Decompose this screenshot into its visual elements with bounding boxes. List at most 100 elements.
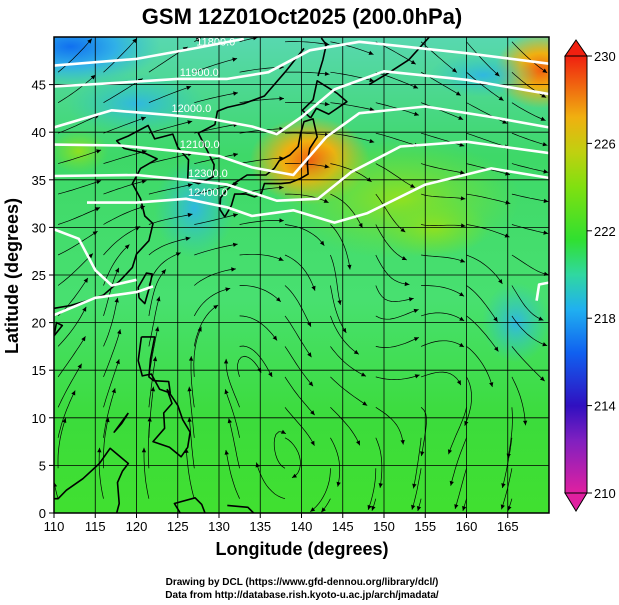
- coastline: [137, 272, 153, 305]
- streamline: [193, 326, 202, 377]
- height-contour: [54, 70, 549, 136]
- x-tick-label: 135: [249, 519, 271, 534]
- streamline-arrow: [498, 279, 503, 284]
- streamline: [421, 285, 465, 297]
- y-tick-label: 15: [32, 363, 46, 378]
- streamline: [375, 437, 383, 488]
- streamline: [58, 180, 102, 195]
- streamline-arrow: [368, 50, 374, 55]
- streamline: [466, 41, 500, 77]
- streamline: [57, 207, 101, 225]
- streamline: [239, 220, 284, 225]
- streamline-arrow: [186, 85, 192, 90]
- streamline: [148, 120, 193, 134]
- streamline: [285, 193, 329, 204]
- coastline: [301, 80, 348, 119]
- streamline: [148, 296, 160, 347]
- streamline-arrow: [124, 244, 130, 250]
- streamline: [284, 254, 316, 291]
- streamline-arrow: [455, 91, 461, 96]
- streamline: [103, 180, 147, 195]
- streamline: [501, 468, 513, 510]
- streamline-arrow: [90, 74, 96, 80]
- streamline-arrow: [319, 240, 325, 246]
- streamline-arrow: [185, 236, 191, 241]
- streamline-arrow: [460, 170, 465, 175]
- streamline: [103, 116, 147, 134]
- streamline: [466, 102, 508, 124]
- colorbar-tick-label: 218: [594, 311, 616, 326]
- streamline: [273, 431, 287, 469]
- streamline: [284, 407, 315, 446]
- streamline: [420, 340, 465, 348]
- streamline-arrow: [523, 420, 528, 426]
- streamline: [57, 253, 94, 286]
- streamline: [148, 213, 193, 225]
- streamline-arrow: [115, 267, 119, 273]
- streamline: [330, 315, 359, 355]
- y-axis-label: Latitude (degrees): [2, 198, 22, 354]
- streamline-arrow: [361, 372, 366, 377]
- streamline: [185, 448, 195, 499]
- streamline-arrow: [542, 342, 548, 347]
- streamline-arrow: [410, 183, 416, 188]
- streamline-arrow: [114, 297, 119, 303]
- streamline-arrow: [456, 380, 461, 386]
- streamline-arrow: [543, 198, 549, 203]
- streamline-arrow: [140, 205, 145, 210]
- streamline-arrow: [452, 67, 457, 73]
- streamline-arrow: [489, 382, 494, 387]
- streamline-arrow: [460, 258, 466, 263]
- x-tick-label: 150: [373, 519, 395, 534]
- x-tick-label: 110: [44, 519, 65, 534]
- streamline-arrow: [324, 71, 330, 76]
- streamline-arrow: [414, 111, 419, 116]
- streamline-arrow: [321, 507, 326, 513]
- streamline-arrow: [369, 138, 375, 144]
- colorbar: 210 214 218 222 226 230: [564, 39, 616, 512]
- streamline-arrow: [404, 281, 410, 287]
- streamline: [411, 468, 422, 510]
- streamline: [511, 102, 546, 121]
- y-tick-label: 30: [32, 220, 46, 235]
- streamline: [103, 359, 120, 408]
- streamline: [256, 462, 286, 500]
- streamline: [420, 407, 427, 457]
- contour-label: 11800.0: [196, 36, 235, 48]
- streamline-arrow: [413, 337, 419, 342]
- streamline-arrow: [197, 326, 202, 332]
- streamline-arrow: [353, 349, 359, 355]
- colorbar-tick-label: 226: [594, 136, 616, 151]
- streamline-arrow: [378, 483, 383, 488]
- streamline: [375, 285, 414, 302]
- streamline: [511, 132, 548, 146]
- streamline-arrow: [225, 287, 231, 292]
- streamline-arrow: [231, 267, 236, 272]
- streamline: [420, 163, 465, 174]
- streamline-arrow: [115, 359, 120, 365]
- streamline-arrow: [541, 93, 547, 98]
- streamline: [511, 193, 549, 202]
- y-tick-label: 5: [39, 458, 46, 473]
- streamline: [57, 417, 67, 469]
- streamline-arrow: [184, 448, 189, 453]
- streamline: [103, 244, 130, 286]
- streamline-arrow: [539, 376, 545, 382]
- streamline-arrow: [543, 230, 549, 235]
- colorbar-min-arrow: [564, 492, 588, 512]
- streamline: [148, 183, 193, 195]
- streamline: [511, 163, 549, 173]
- colorbar-tick-label: 222: [594, 224, 616, 239]
- field-patch: [428, 53, 538, 98]
- streamline-arrow: [141, 150, 147, 155]
- x-tick-label: 145: [332, 519, 354, 534]
- height-contour: [54, 105, 549, 177]
- streamline-arrow: [233, 213, 238, 218]
- y-tick-label: 25: [32, 268, 46, 283]
- streamline: [502, 437, 513, 489]
- streamline: [375, 254, 410, 285]
- streamline-arrow: [369, 107, 375, 112]
- streamline: [225, 358, 240, 408]
- streamline: [511, 315, 548, 347]
- streamline: [284, 437, 301, 479]
